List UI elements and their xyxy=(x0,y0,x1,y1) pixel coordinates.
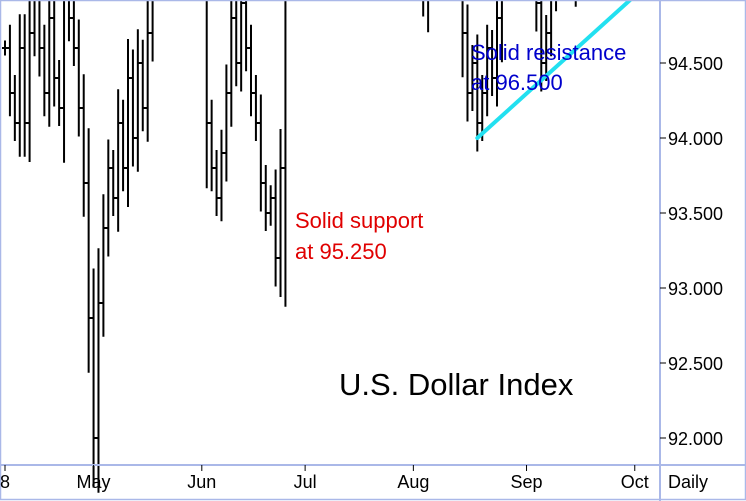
price-bar xyxy=(31,0,36,57)
support-label-line1: Solid support xyxy=(295,208,423,233)
price-tick-label: 92.000 xyxy=(668,429,723,449)
time-axis: 8 May Jun Jul Aug Sep Oct xyxy=(0,465,649,492)
price-tick-label: 93.000 xyxy=(668,279,723,299)
price-bar xyxy=(149,0,154,62)
price-tick-label: 92.500 xyxy=(668,354,723,374)
time-tick-label: 8 xyxy=(0,472,10,492)
price-axis: 97.50097.00096.50096.00095.50095.00094.5… xyxy=(660,54,723,449)
resistance-label-line2: at 96.500 xyxy=(471,70,563,95)
support-label-line2: at 95.250 xyxy=(295,239,387,264)
time-tick-label: Aug xyxy=(397,472,429,492)
price-bar xyxy=(61,0,66,163)
chart-title: U.S. Dollar Index xyxy=(339,367,574,402)
price-tick-label: 94.500 xyxy=(668,54,723,74)
price-tick-label: 94.000 xyxy=(668,129,723,149)
resistance-label-line1: Solid resistance xyxy=(471,40,626,65)
price-tick-label: 93.500 xyxy=(668,204,723,224)
price-bar xyxy=(282,0,287,307)
time-tick-label: Sep xyxy=(511,472,543,492)
price-bars xyxy=(2,0,577,493)
time-tick-label: Oct xyxy=(621,472,649,492)
period-label: Daily xyxy=(668,472,708,492)
time-tick-label: May xyxy=(77,472,111,492)
price-bar xyxy=(498,0,503,63)
time-tick-label: Jun xyxy=(187,472,216,492)
time-tick-label: Jul xyxy=(294,472,317,492)
price-bar xyxy=(548,0,553,57)
